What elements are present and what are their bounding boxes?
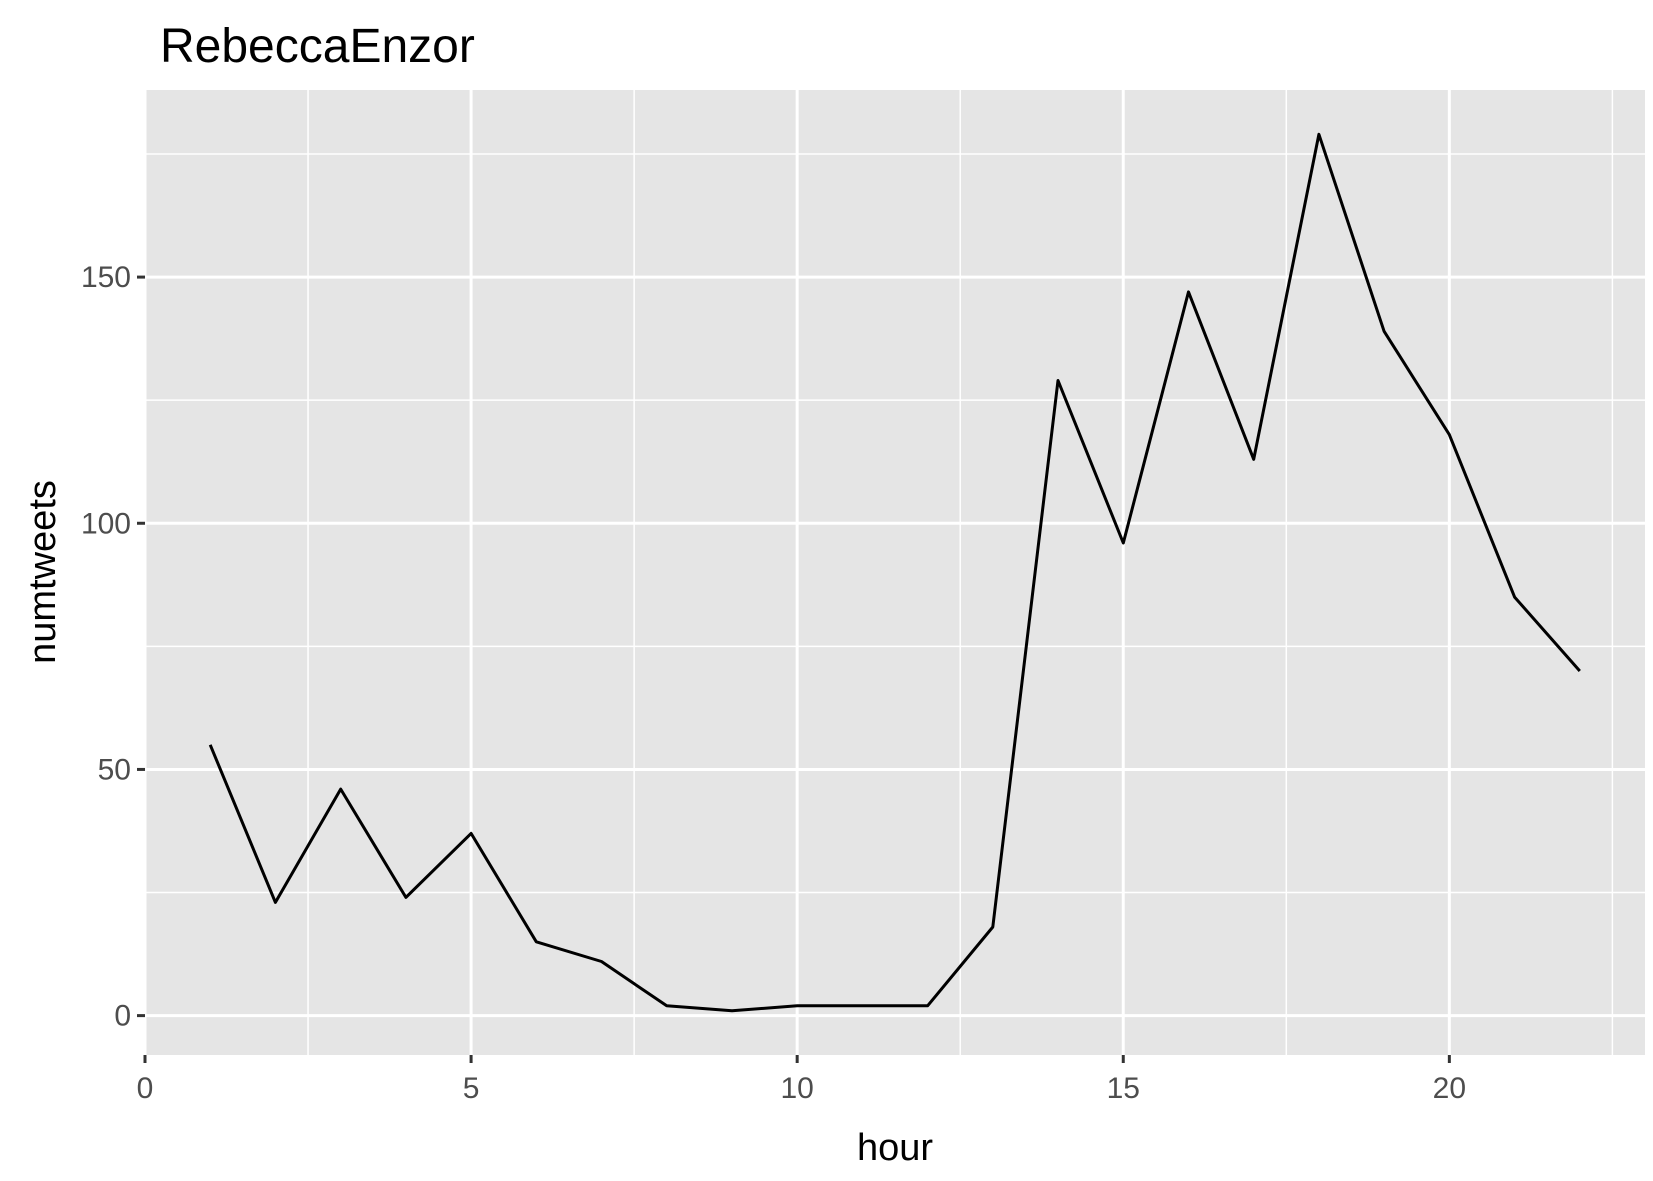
y-tick-label: 150	[81, 261, 131, 294]
x-tick-label: 10	[780, 1072, 813, 1105]
x-axis-title: hour	[857, 1127, 933, 1169]
y-axis-title: numtweets	[22, 480, 64, 664]
y-axis: 0 50 100 150	[81, 261, 145, 1033]
x-tick-label: 0	[137, 1072, 154, 1105]
plot-panel	[145, 90, 1645, 1055]
y-tick-label: 50	[98, 753, 131, 786]
x-axis: 0 5 10 15 20	[137, 1055, 1466, 1105]
series-line	[208, 132, 1581, 1013]
x-tick-label: 5	[463, 1072, 480, 1105]
major-grid	[143, 90, 1645, 1055]
minor-grid	[145, 90, 1645, 1055]
y-tick-label: 100	[81, 507, 131, 540]
x-tick-label: 15	[1107, 1072, 1140, 1105]
x-tick-label: 20	[1433, 1072, 1466, 1105]
y-tick-label: 0	[114, 1000, 131, 1033]
chart-title: RebeccaEnzor	[160, 20, 475, 73]
